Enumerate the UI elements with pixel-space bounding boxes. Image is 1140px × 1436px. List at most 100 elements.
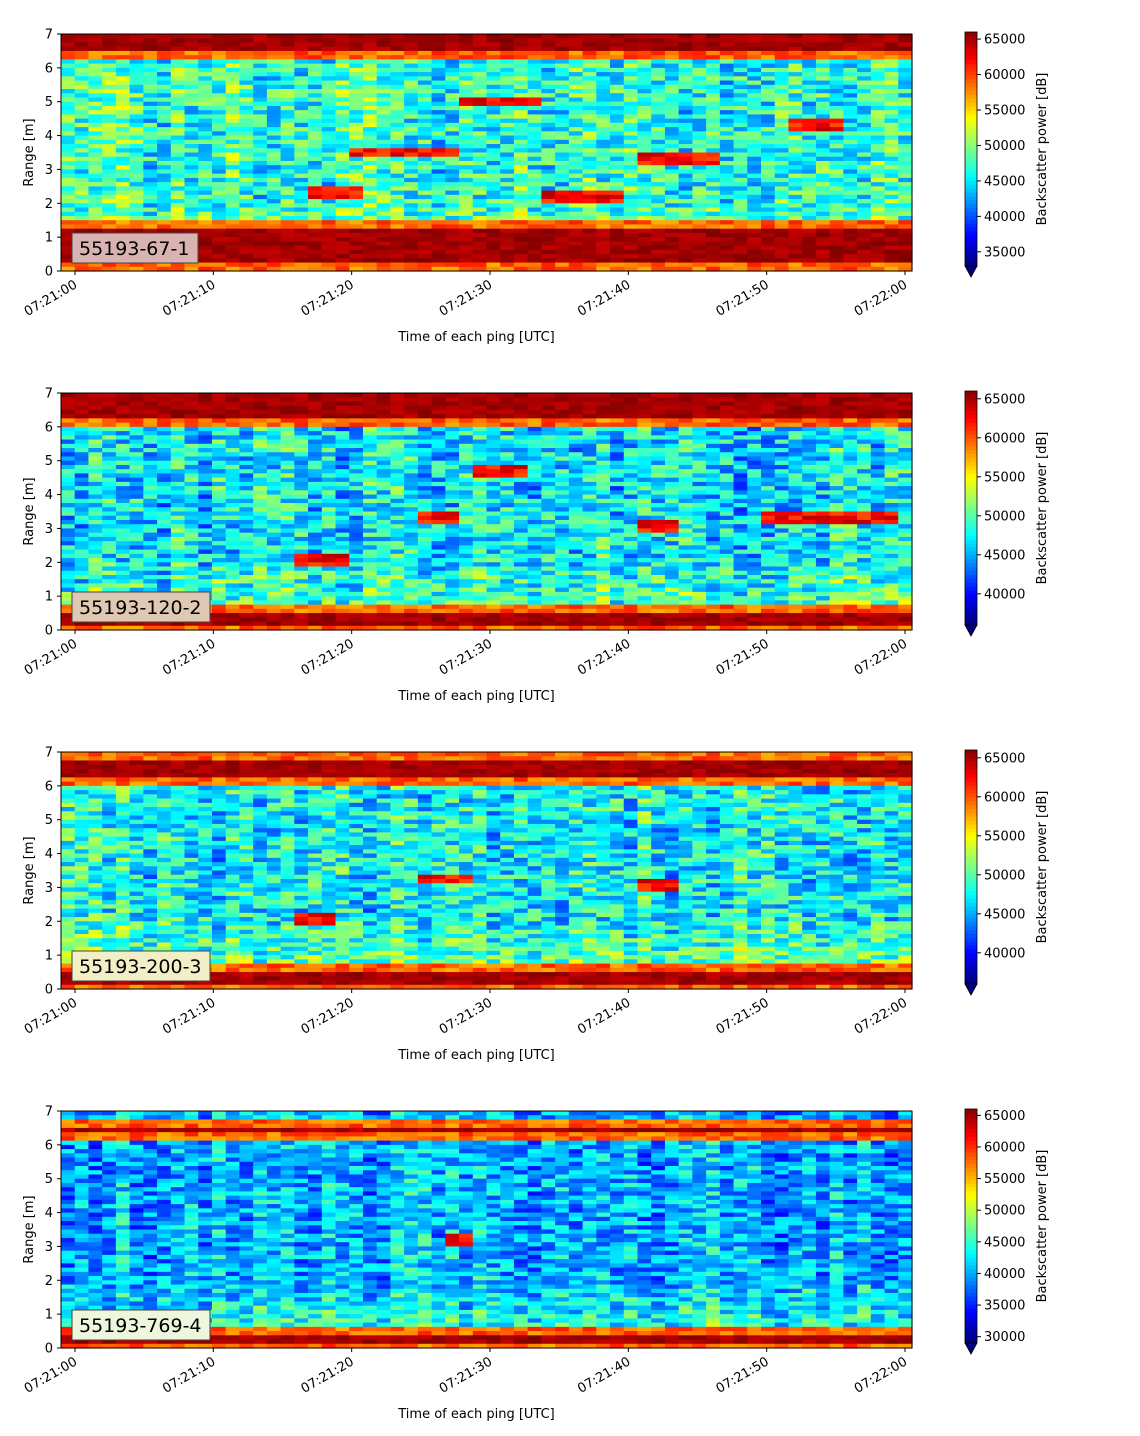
heatmap-cell	[376, 131, 392, 137]
heatmap-cell	[308, 177, 323, 183]
heatmap-cell	[74, 186, 90, 192]
heatmap-cell	[349, 228, 364, 234]
heatmap-cell	[61, 409, 76, 415]
heatmap-cell	[280, 114, 295, 120]
heatmap-cell	[802, 241, 817, 247]
heatmap-cell	[88, 549, 103, 555]
heatmap-cell	[198, 38, 213, 44]
heatmap-cell	[266, 625, 282, 631]
heatmap-cell	[170, 55, 186, 60]
heatmap-cell	[129, 144, 144, 149]
heatmap-cell	[266, 570, 282, 576]
heatmap-cell	[376, 464, 392, 470]
heatmap-cell	[527, 262, 543, 268]
heatmap-cell	[829, 249, 844, 255]
heatmap-cell	[143, 532, 158, 538]
heatmap-cell	[747, 249, 762, 255]
heatmap-cell	[513, 224, 529, 230]
heatmap-cell	[102, 72, 117, 77]
heatmap-cell	[61, 173, 76, 179]
heatmap-cell	[157, 418, 172, 424]
colorbar-segment	[965, 184, 977, 189]
heatmap-cell	[198, 67, 213, 73]
heatmap-cell	[280, 190, 295, 196]
heatmap-cell	[321, 182, 337, 187]
heatmap-cell	[445, 169, 460, 175]
heatmap-cell	[637, 42, 652, 48]
heatmap-cell	[898, 114, 913, 120]
heatmap-cell	[472, 241, 488, 247]
colorbar-segment	[965, 215, 977, 220]
heatmap-cell	[280, 448, 295, 453]
heatmap-cell	[486, 135, 501, 141]
heatmap-cell	[486, 80, 501, 86]
colorbar-segment	[965, 110, 977, 115]
heatmap-cell	[678, 215, 693, 221]
heatmap-cell	[747, 245, 762, 251]
heatmap-cell	[170, 199, 186, 204]
heatmap-cell	[788, 67, 803, 73]
heatmap-cell	[349, 89, 364, 94]
heatmap-cell	[747, 182, 762, 187]
heatmap-cell	[774, 42, 790, 48]
heatmap-cell	[678, 122, 693, 128]
heatmap-cell	[376, 562, 392, 568]
heatmap-cell	[170, 397, 186, 403]
heatmap-cell	[74, 473, 90, 479]
heatmap-cell	[582, 207, 597, 213]
heatmap-cell	[308, 203, 323, 209]
heatmap-cell	[102, 182, 117, 187]
heatmap-cell	[376, 431, 392, 436]
heatmap-cell	[610, 186, 625, 192]
heatmap-cell	[239, 76, 254, 82]
heatmap-cell	[486, 245, 501, 251]
heatmap-cell	[445, 101, 460, 107]
heatmap-cell	[266, 562, 282, 568]
heatmap-cell	[623, 228, 639, 234]
heatmap-cell	[129, 477, 144, 483]
heatmap-cell	[211, 515, 227, 521]
heatmap-cell	[541, 105, 556, 111]
heatmap-cell	[335, 55, 350, 60]
heatmap-cell	[184, 625, 199, 631]
heatmap-cell	[747, 173, 762, 179]
heatmap-cell	[596, 118, 611, 124]
heatmap-cell	[308, 625, 323, 631]
heatmap-cell	[857, 122, 872, 128]
heatmap-cell	[225, 38, 241, 44]
heatmap-cell	[198, 515, 213, 521]
heatmap-cell	[788, 38, 803, 44]
heatmap-cell	[225, 464, 241, 470]
heatmap-cell	[774, 194, 790, 200]
heatmap-cell	[157, 553, 172, 559]
heatmap-cell	[308, 418, 323, 424]
heatmap-cell	[211, 490, 227, 496]
heatmap-cell	[692, 110, 707, 116]
heatmap-cell	[239, 583, 254, 589]
heatmap-cell	[802, 266, 817, 272]
heatmap-cell	[664, 254, 680, 259]
heatmap-cell	[184, 127, 199, 132]
heatmap-cell	[788, 139, 803, 145]
heatmap-cell	[266, 266, 282, 272]
heatmap-cell	[115, 515, 131, 521]
heatmap-cell	[170, 401, 186, 407]
heatmap-cell	[527, 194, 543, 200]
heatmap-cell	[431, 152, 446, 158]
heatmap-cell	[211, 443, 227, 449]
heatmap-cell	[115, 101, 131, 107]
heatmap-cell	[102, 486, 117, 491]
heatmap-cell	[184, 507, 199, 513]
heatmap-cell	[335, 481, 350, 487]
heatmap-cell	[115, 532, 131, 538]
heatmap-cell	[308, 173, 323, 179]
heatmap-cell	[184, 34, 199, 39]
heatmap-cell	[774, 114, 790, 120]
colorbar-segment	[965, 141, 977, 146]
heatmap-cell	[335, 63, 350, 69]
heatmap-cell	[349, 591, 364, 597]
heatmap-cell	[610, 232, 625, 238]
colorbar-segment	[965, 102, 977, 107]
heatmap-cell	[157, 570, 172, 576]
heatmap-cell	[815, 220, 831, 226]
